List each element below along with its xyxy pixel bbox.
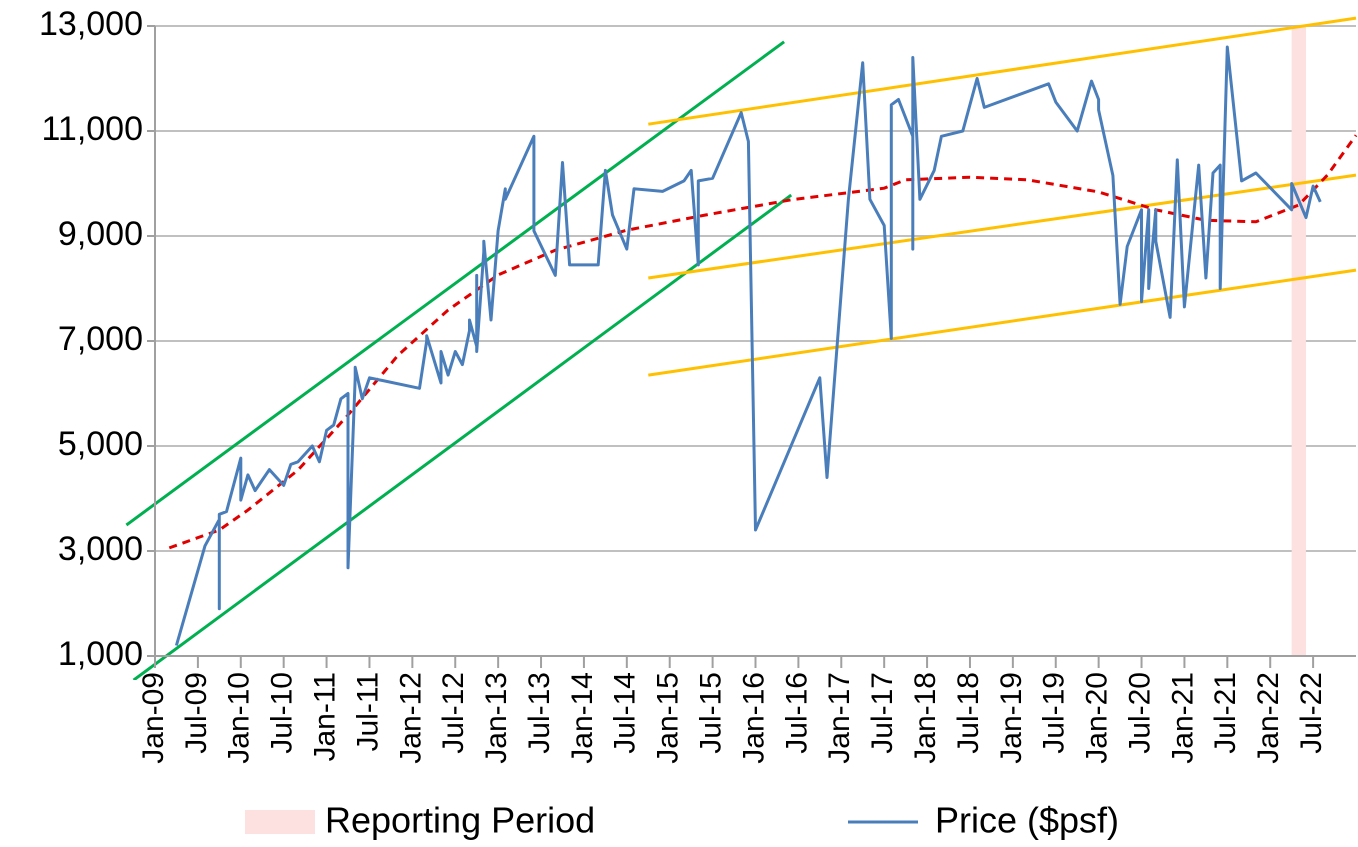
y-tick-label: 1,000 [58,635,143,673]
x-tick-label: Jul-18 [952,672,985,754]
x-tick-label: Jul-13 [523,672,556,754]
x-tick-label: Jan-17 [823,672,856,764]
x-tick-label: Jan-20 [1081,672,1114,764]
y-tick-label: 3,000 [58,530,143,568]
reporting-band [1291,26,1306,656]
x-tick-label: Jul-17 [866,672,899,754]
x-tick-label: Jul-12 [437,672,470,754]
x-tick-label: Jul-20 [1123,672,1156,754]
y-tick-label: 13,000 [39,5,143,43]
x-tick-label: Jan-09 [137,672,170,764]
trend-line [648,268,1357,377]
x-tick-label: Jul-11 [351,672,384,751]
x-tick-label: Jan-19 [995,672,1028,764]
trend-line [132,193,793,680]
x-tick-label: Jan-21 [1166,672,1199,764]
line-layer [174,45,1322,646]
x-tick-label: Jan-16 [737,672,770,764]
x-tick-label: Jan-14 [566,672,599,764]
trend-layer [125,16,1358,680]
x-tick-label: Jan-12 [394,672,427,764]
trend-line [168,134,1358,550]
trend-line [648,173,1357,280]
y-tick-label: 9,000 [58,215,143,253]
band-layer [1291,26,1306,656]
y-tick-label: 11,000 [42,110,143,148]
trend-line [648,16,1357,126]
legend-swatch [245,810,315,834]
x-tick-label: Jul-22 [1295,672,1328,754]
x-tick-label: Jan-11 [308,672,341,762]
line [174,45,1322,646]
x-tick-label: Jan-15 [652,672,685,764]
x-tick-label: Jul-19 [1038,672,1071,754]
trend-line [125,40,785,527]
x-tick-label: Jul-10 [266,672,299,754]
y-tick-label: 7,000 [58,320,143,358]
x-tick-label: Jan-22 [1252,672,1285,764]
x-tick-label: Jan-18 [909,672,942,764]
axes: 1,000 3,000 5,000 7,000 9,000 11,000 13,000 Jan… [39,5,1356,764]
grid [155,25,1356,657]
legend-label: Price ($psf) [935,800,1119,841]
legend: Reporting Period Price ($psf) [245,800,1119,841]
x-tick-label: Jul-15 [695,672,728,754]
x-tick-label: Jul-14 [609,672,642,754]
x-tick-label: Jan-10 [223,672,256,764]
y-tick-label: 5,000 [58,425,143,463]
legend-label: Reporting Period [325,800,595,841]
x-tick-label: Jul-16 [780,672,813,754]
x-tick-label: Jan-13 [480,672,513,764]
x-tick-label: Jul-21 [1209,672,1242,754]
x-tick-label: Jul-09 [180,672,213,754]
